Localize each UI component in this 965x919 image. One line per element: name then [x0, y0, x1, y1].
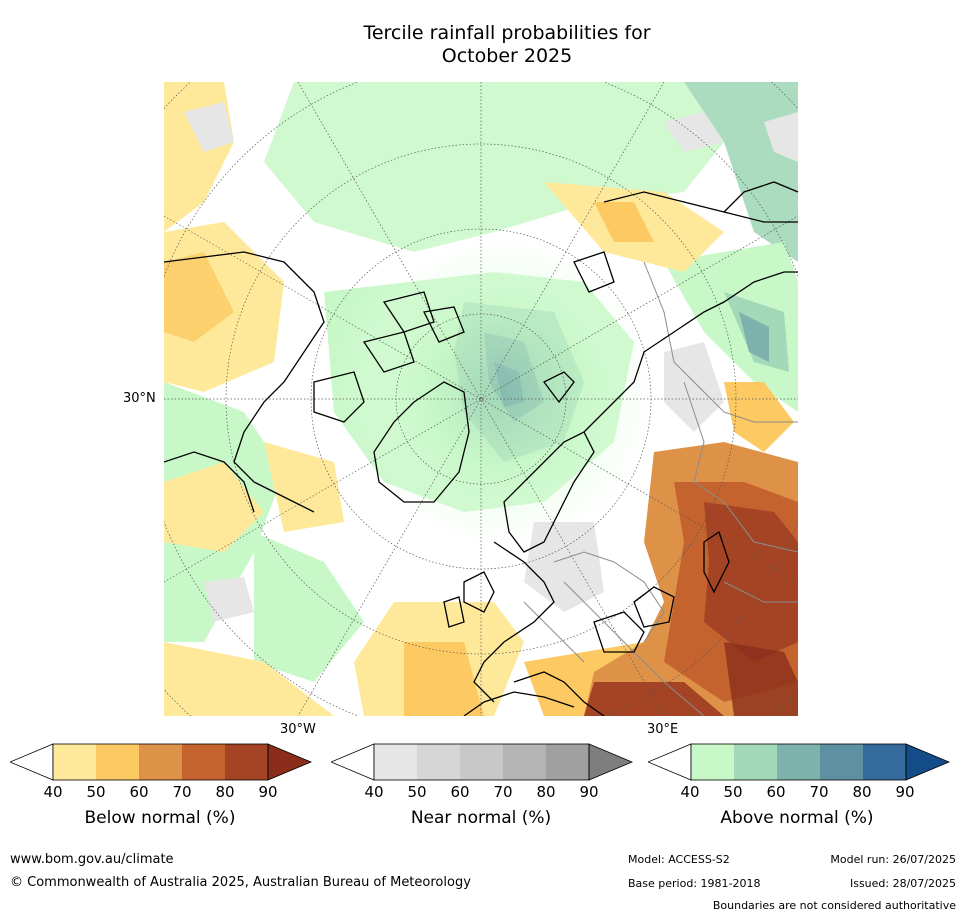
chart-title: Tercile rainfall probabilities for Octob…	[0, 22, 965, 68]
colorbar-segment	[374, 744, 417, 780]
colorbar-tick-label: 60	[450, 783, 470, 801]
colorbar-segment	[691, 744, 734, 780]
colorbar-tick-label: 70	[809, 783, 829, 801]
country-borders	[523, 261, 798, 716]
colorbar-near-normal	[331, 743, 633, 781]
footer-issued: Issued: 28/07/2025	[849, 877, 956, 890]
colorbar-tick-label: 80	[215, 783, 235, 801]
footer-disclaimer: Boundaries are not considered authoritat…	[712, 899, 956, 912]
colorbar-outline	[690, 743, 907, 781]
colorbar-tick-label: 40	[680, 783, 700, 801]
colorbar-label-near: Near normal (%)	[410, 808, 552, 828]
colorbar-extend-high	[905, 743, 950, 781]
colorbar-tick-label: 50	[723, 783, 743, 801]
colorbar-tick-label: 80	[852, 783, 872, 801]
colorbar-tick-label: 90	[895, 783, 915, 801]
footer-base-period: Base period: 1981-2018	[628, 877, 761, 890]
colorbar-segment	[777, 744, 820, 780]
colorbar-extend-high	[588, 743, 633, 781]
map-canvas	[164, 82, 798, 716]
colorbar-label-above: Above normal (%)	[720, 808, 874, 828]
longitude-label-30e: 30°E	[647, 722, 679, 737]
colorbar-segment	[96, 744, 139, 780]
colorbar-segment	[417, 744, 460, 780]
colorbar-outline	[52, 743, 269, 781]
colorbar-extend-low	[648, 743, 692, 781]
colorbar-above-normal	[648, 743, 950, 781]
colorbar-segment	[734, 744, 777, 780]
colorbar-tick-label: 90	[579, 783, 599, 801]
footer-copyright: © Commonwealth of Australia 2025, Austra…	[10, 875, 471, 890]
colorbar-tick-label: 50	[86, 783, 106, 801]
colorbar-extend-low	[331, 743, 375, 781]
colorbar-tick-label: 90	[258, 783, 278, 801]
footer-model-run: Model run: 26/07/2025	[830, 853, 956, 866]
colorbar-tick-label: 60	[766, 783, 786, 801]
title-line-1: Tercile rainfall probabilities for	[363, 22, 651, 44]
footer-model: Model: ACCESS-S2	[628, 853, 730, 866]
colorbar-below-normal	[10, 743, 312, 781]
colorbar-segment	[139, 744, 182, 780]
coastlines	[164, 181, 798, 716]
colorbar-tick-label: 40	[43, 783, 63, 801]
colorbar-segment	[460, 744, 503, 780]
colorbar-extend-high	[267, 743, 312, 781]
colorbar-segment	[182, 744, 225, 780]
colorbar-label-below: Below normal (%)	[84, 808, 236, 828]
colorbar-tick-label: 70	[493, 783, 513, 801]
colorbar-tick-label: 80	[536, 783, 556, 801]
probability-field	[164, 82, 798, 716]
title-line-2: October 2025	[441, 45, 573, 67]
colorbar-extend-low	[10, 743, 54, 781]
colorbar-segment	[863, 744, 906, 780]
colorbar-segment	[546, 744, 589, 780]
colorbar-outline	[373, 743, 590, 781]
forecast-map	[164, 82, 798, 716]
latitude-label-30n: 30°N	[123, 391, 156, 406]
colorbar-segment	[53, 744, 96, 780]
colorbar-tick-label: 70	[172, 783, 192, 801]
colorbar-tick-label: 50	[407, 783, 427, 801]
colorbar-tick-label: 40	[364, 783, 384, 801]
footer-url: www.bom.gov.au/climate	[10, 852, 174, 867]
colorbar-tick-label: 60	[129, 783, 149, 801]
longitude-label-30w: 30°W	[280, 722, 316, 737]
colorbar-segment	[503, 744, 546, 780]
graticule	[164, 82, 798, 716]
colorbar-segment	[225, 744, 268, 780]
colorbar-segment	[820, 744, 863, 780]
